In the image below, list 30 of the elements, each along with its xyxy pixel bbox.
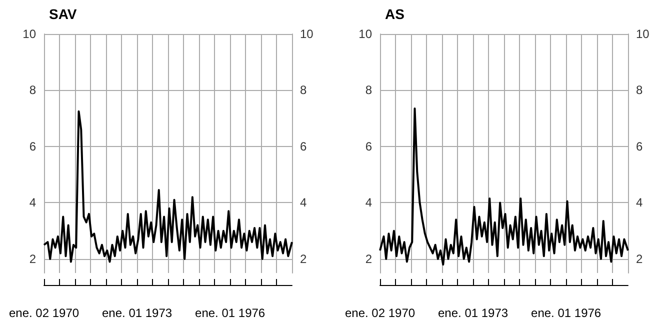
y2-tick-label: 8 [636,83,643,98]
x-tick-label: ene. 01 1976 [195,306,266,320]
y-tick-label: 6 [365,139,372,154]
y2-tick-label: 6 [636,139,643,154]
y-tick-label: 2 [29,252,36,266]
y2-tick-label: 10 [636,27,650,41]
y2-tick-label: 8 [300,83,307,98]
y2-tick-label: 2 [300,252,307,266]
y2-tick-label: 4 [636,196,643,210]
y2-tick-label: 10 [300,27,314,41]
y-tick-label: 10 [22,27,36,41]
y2-tick-label: 2 [636,252,643,266]
x-tick-label: ene. 02 1970 [8,306,80,320]
x-tick-label: ene. 01 1976 [531,306,602,320]
line-series [379,108,629,266]
y-tick-label: 2 [365,252,372,266]
y-tick-label: 8 [365,83,372,98]
y2-tick-label: 6 [300,139,307,154]
x-tick-label: ene. 01 1973 [102,306,172,320]
y-tick-label: 4 [365,196,372,210]
x-tick-label: ene. 02 1970 [344,306,416,320]
chart-title: SAV [49,6,78,22]
y-tick-label: 6 [29,139,36,154]
line-series [43,110,293,263]
chart-title: AS [385,6,404,22]
y2-tick-label: 4 [300,196,307,210]
x-tick-label: ene. 01 1973 [438,306,508,320]
y-tick-label: 8 [29,83,36,98]
y-tick-label: 4 [29,196,36,210]
y-tick-label: 10 [358,27,372,41]
